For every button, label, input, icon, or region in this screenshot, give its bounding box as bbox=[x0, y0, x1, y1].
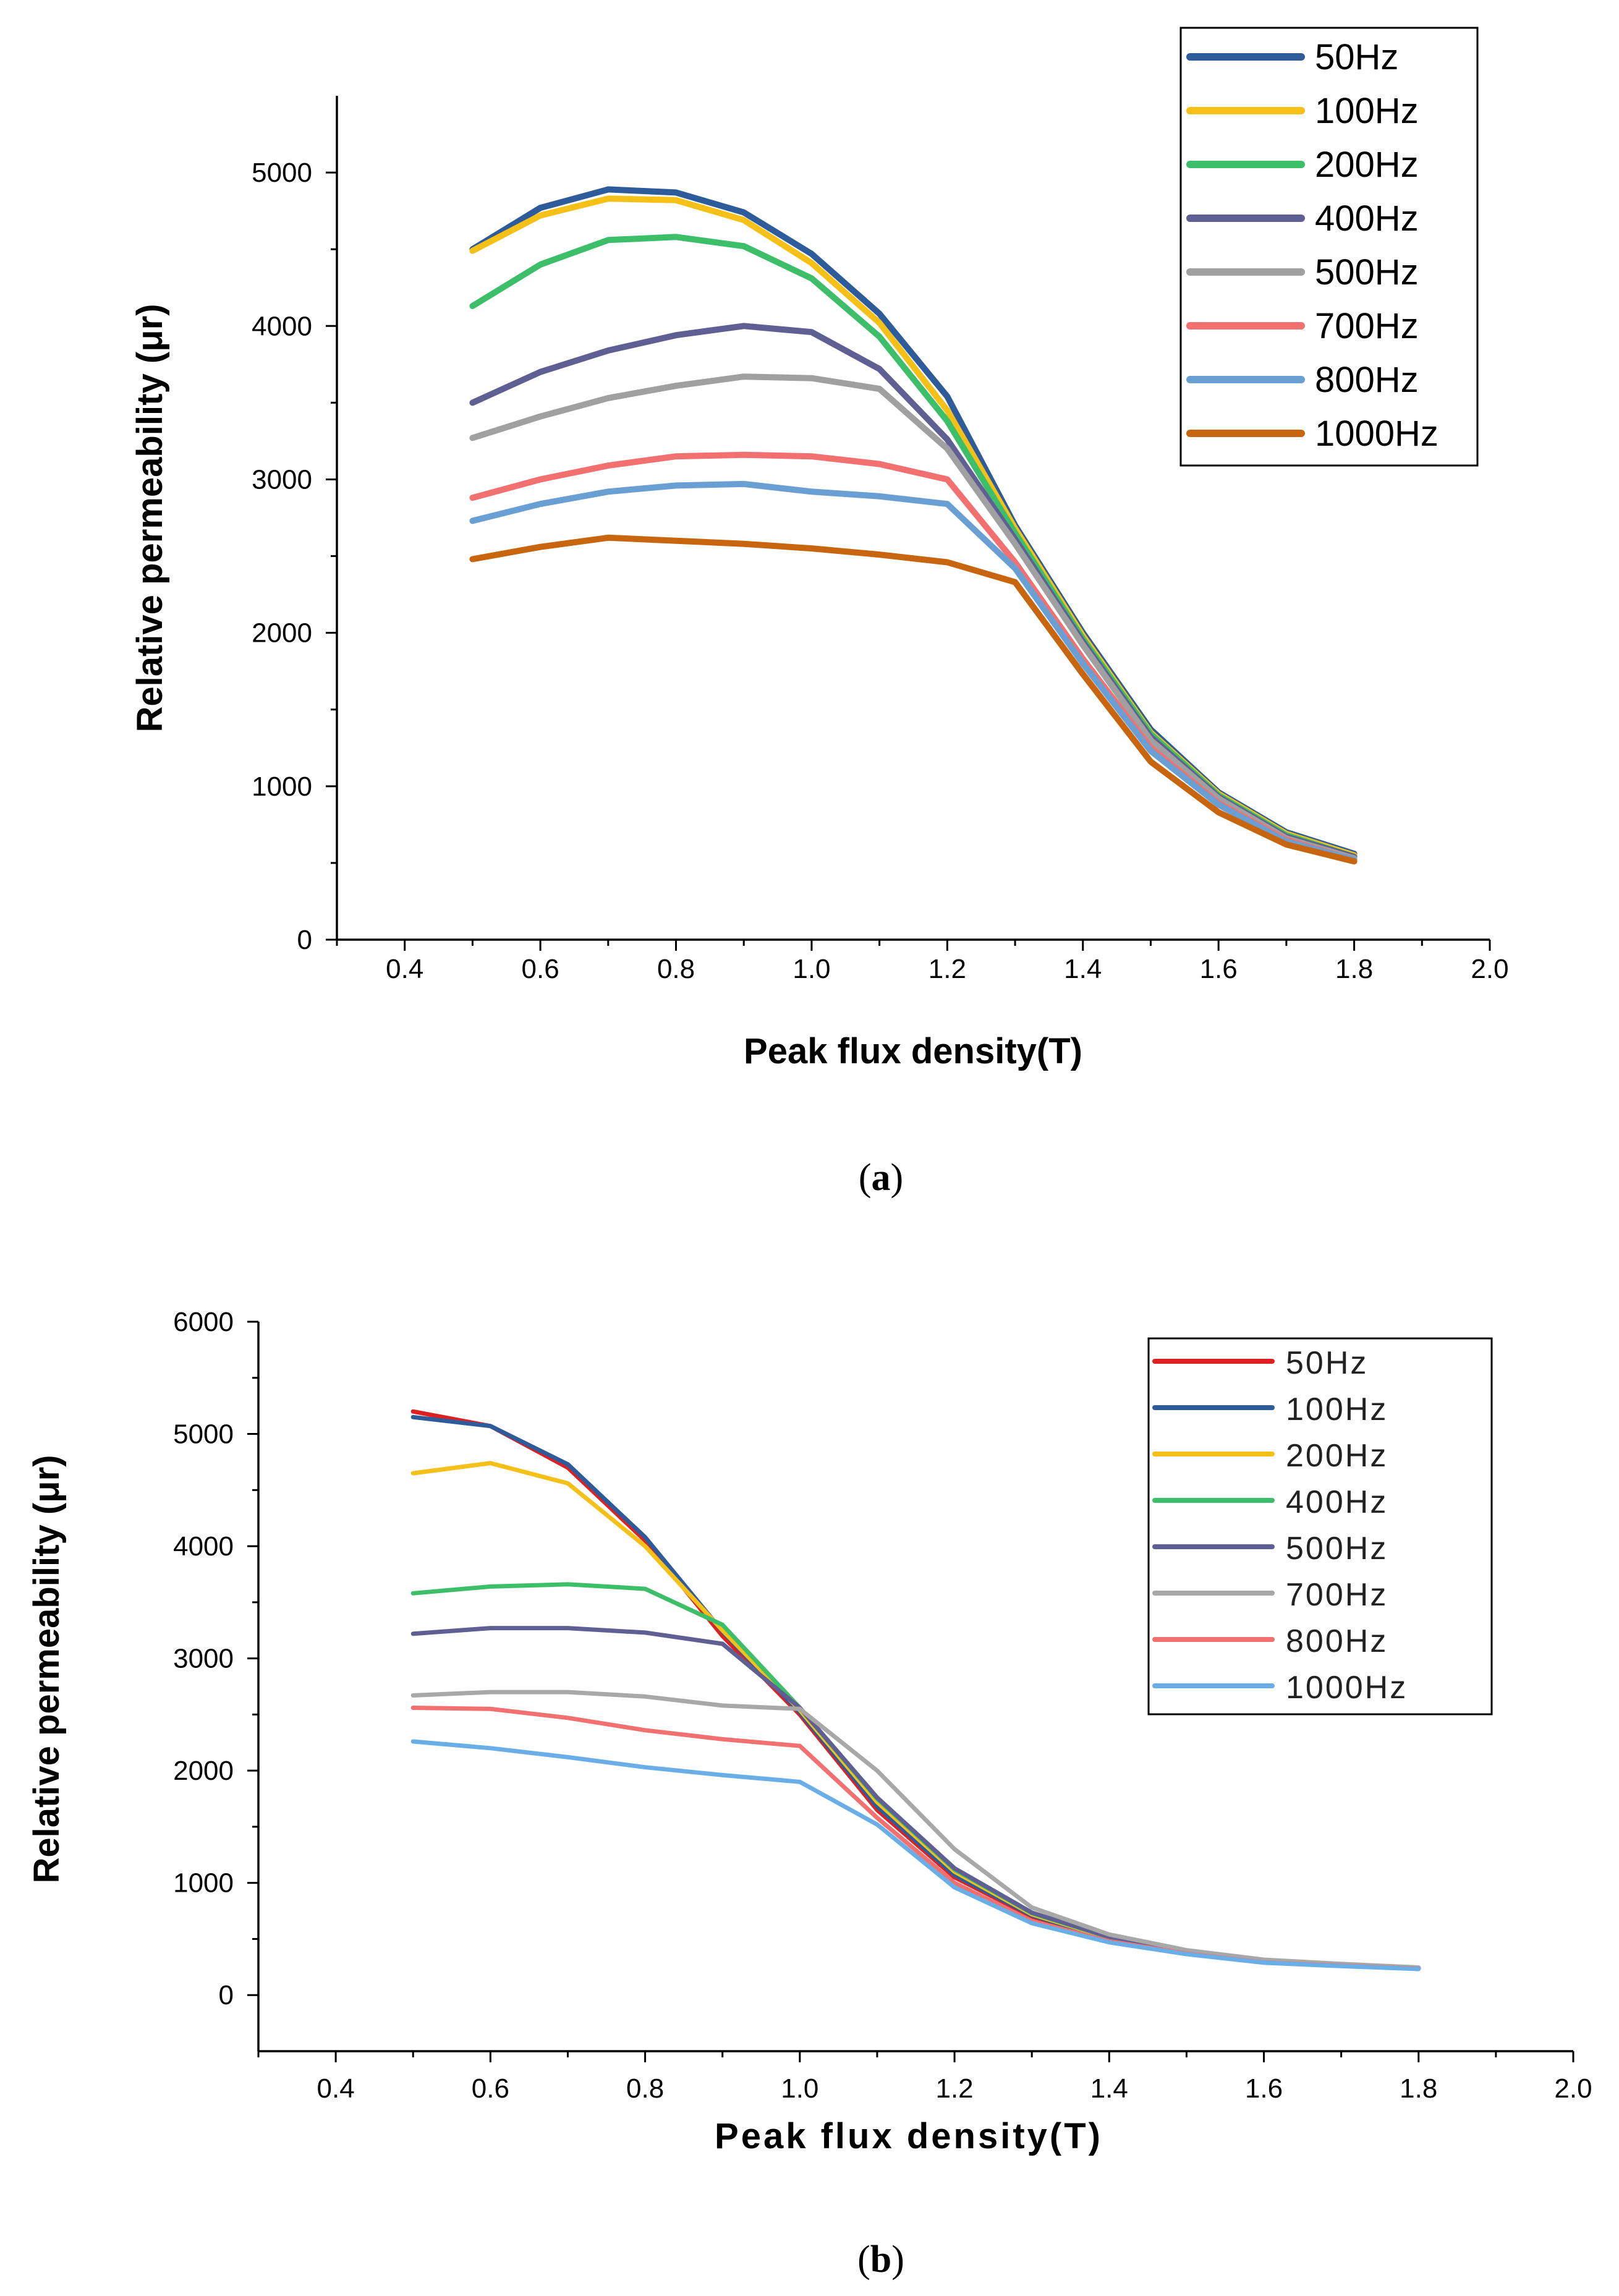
chart-a-y-tick-label: 4000 bbox=[252, 311, 312, 341]
chart-a-x-tick-label: 2.0 bbox=[1471, 954, 1508, 984]
chart-a-series-500hz bbox=[469, 373, 1358, 862]
chart-a-y-tick-label: 0 bbox=[297, 925, 312, 955]
chart-b-legend-label: 400Hz bbox=[1286, 1484, 1388, 1520]
chart-b-x-tick-label: 0.6 bbox=[472, 2073, 509, 2104]
chart-b-x-tick-label: 0.8 bbox=[626, 2073, 664, 2104]
chart-a-x-tick-label: 0.4 bbox=[386, 954, 423, 984]
chart-b-legend-label: 1000Hz bbox=[1286, 1670, 1408, 1706]
chart-b-x-tick-label: 2.0 bbox=[1554, 2073, 1592, 2104]
chart-a: 0.4 0.6 0.8 1.0 1.2 1.4 1.6 1.8 2.0 0 1000 2000 3000… bbox=[130, 27, 1509, 1199]
chart-a-legend-label: 50Hz bbox=[1315, 37, 1398, 77]
chart-b-x-tick-label: 1.6 bbox=[1245, 2073, 1283, 2104]
chart-a-x-tick-label: 1.2 bbox=[928, 954, 966, 984]
chart-b-legend-label: 200Hz bbox=[1286, 1438, 1388, 1474]
chart-b-y-tick-label: 0 bbox=[219, 1980, 234, 2010]
chart-b-series-700hz bbox=[410, 1690, 1421, 1970]
chart-b-legend-label: 500Hz bbox=[1286, 1531, 1388, 1567]
chart-a-x-tick-label: 0.6 bbox=[522, 954, 559, 984]
chart-b-legend-label: 700Hz bbox=[1286, 1577, 1388, 1613]
chart-b-ticks: 0.4 0.6 0.8 1.0 1.2 1.4 1.6 1.8 2.0 0 1000 2000 3000… bbox=[173, 1307, 1592, 2104]
chart-b-legend: 50Hz 100Hz 200Hz 400Hz 500Hz 700Hz 800Hz 1000Hz bbox=[1147, 1337, 1493, 1716]
chart-b-y-tick-label: 2000 bbox=[173, 1756, 234, 1786]
chart-b-y-tick-label: 4000 bbox=[173, 1531, 234, 1562]
caption-b: (b) bbox=[857, 2239, 904, 2281]
chart-b-x-tick-label: 0.4 bbox=[317, 2073, 355, 2104]
chart-a-series-1000hz bbox=[469, 534, 1358, 865]
chart-b-legend-label: 800Hz bbox=[1286, 1623, 1388, 1659]
chart-b-y-tick-label: 5000 bbox=[173, 1419, 234, 1450]
chart-b-legend-label: 100Hz bbox=[1286, 1392, 1388, 1427]
chart-b-legend-label: 50Hz bbox=[1286, 1345, 1368, 1381]
chart-a-legend-label: 500Hz bbox=[1315, 252, 1419, 292]
chart-b-y-tick-label: 3000 bbox=[173, 1644, 234, 1674]
chart-a-y-tick-label: 5000 bbox=[252, 158, 312, 188]
chart-a-y-axis-title: Relative permeability (μr) bbox=[130, 304, 170, 732]
chart-a-y-tick-label: 3000 bbox=[252, 464, 312, 495]
chart-a-legend-label: 100Hz bbox=[1315, 91, 1419, 131]
chart-b-x-tick-label: 1.0 bbox=[781, 2073, 818, 2104]
chart-a-x-tick-label: 1.8 bbox=[1335, 954, 1373, 984]
chart-a-y-tick-label: 2000 bbox=[252, 618, 312, 648]
chart-a-legend-label: 700Hz bbox=[1315, 306, 1419, 346]
chart-a-x-tick-label: 1.6 bbox=[1200, 954, 1238, 984]
chart-a-x-tick-label: 1.4 bbox=[1064, 954, 1102, 984]
chart-a-legend-label: 800Hz bbox=[1315, 360, 1419, 400]
chart-b-y-tick-label: 1000 bbox=[173, 1868, 234, 1898]
chart-b: 0.4 0.6 0.8 1.0 1.2 1.4 1.6 1.8 2.0 0 1000 2000 3000… bbox=[27, 1307, 1592, 2281]
chart-a-x-tick-label: 1.0 bbox=[793, 954, 830, 984]
chart-b-legend-box bbox=[1147, 1337, 1493, 1716]
chart-a-legend-label: 400Hz bbox=[1315, 198, 1419, 239]
chart-b-y-axis-title: Relative permeability (μr) bbox=[27, 1455, 67, 1883]
caption-b-letter: b bbox=[870, 2239, 891, 2281]
chart-a-x-tick-label: 0.8 bbox=[657, 954, 695, 984]
chart-a-y-tick-label: 1000 bbox=[252, 772, 312, 802]
chart-b-x-tick-label: 1.8 bbox=[1400, 2073, 1437, 2104]
caption-a-letter: a bbox=[872, 1157, 891, 1199]
chart-b-y-tick-label: 6000 bbox=[173, 1307, 234, 1337]
chart-b-series-1000hz bbox=[410, 1739, 1421, 1971]
chart-b-x-axis-title: Peak flux density(T) bbox=[715, 2116, 1103, 2156]
chart-a-x-axis-title: Peak flux density(T) bbox=[744, 1031, 1082, 1071]
chart-b-x-tick-label: 1.4 bbox=[1090, 2073, 1128, 2104]
caption-a: (a) bbox=[859, 1157, 903, 1199]
chart-a-series-layer bbox=[469, 186, 1358, 865]
chart-b-series-layer bbox=[410, 1409, 1421, 1971]
chart-a-ticks: 0.4 0.6 0.8 1.0 1.2 1.4 1.6 1.8 2.0 0 1000 2000 3000… bbox=[252, 158, 1508, 984]
chart-a-legend: 50Hz 100Hz 200Hz 400Hz 500Hz 700Hz 800Hz 1000Hz bbox=[1179, 27, 1479, 467]
chart-a-legend-label: 1000Hz bbox=[1315, 414, 1438, 454]
chart-a-legend-label: 200Hz bbox=[1315, 145, 1419, 185]
chart-a-series-800hz bbox=[469, 480, 1358, 863]
chart-a-legend-box bbox=[1179, 27, 1479, 467]
chart-b-x-tick-label: 1.2 bbox=[935, 2073, 973, 2104]
